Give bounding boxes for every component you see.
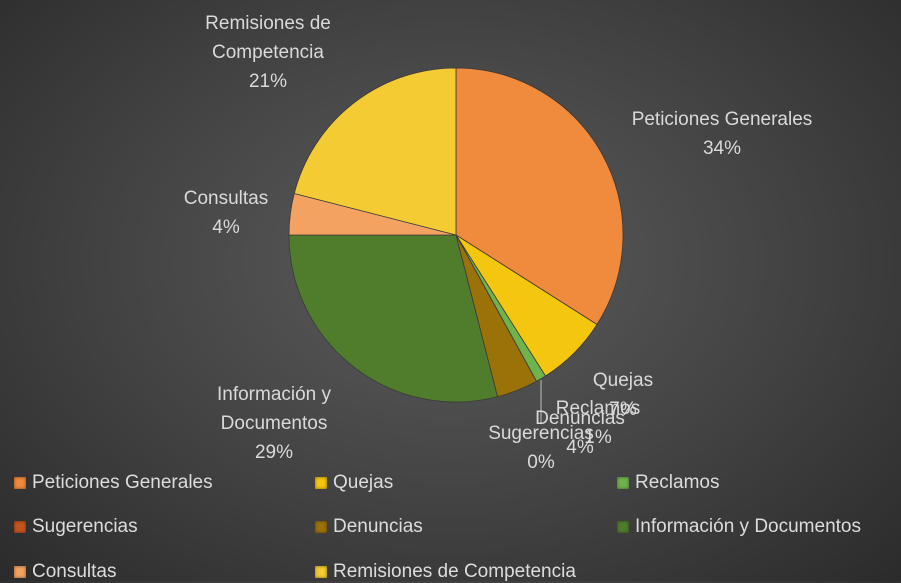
data-label: Sugerencias 0% — [476, 419, 606, 477]
label-value: 1% — [584, 427, 612, 448]
label-value: 29% — [254, 442, 294, 463]
label-value: 0% — [527, 452, 555, 473]
label-value: 7% — [609, 399, 637, 420]
legend-swatch — [617, 477, 629, 489]
legend-label: Denuncias — [333, 516, 423, 537]
legend-item: Remisiones de Competencia — [315, 561, 576, 583]
legend-item: Reclamos — [617, 472, 719, 494]
label-name: Remisiones de Competencia — [205, 13, 331, 63]
legend-swatch — [14, 566, 26, 578]
legend-label: Peticiones Generales — [32, 472, 213, 493]
label-value: 4% — [212, 217, 240, 238]
legend-item: Información y Documentos — [617, 516, 861, 538]
legend-item: Consultas — [14, 561, 117, 583]
label-name: Consultas — [183, 188, 269, 209]
data-label: Reclamos 1% — [543, 394, 653, 452]
pie-slice — [455, 67, 624, 326]
legend-label: Remisiones de Competencia — [333, 561, 576, 582]
data-label: Remisiones de Competencia 21% — [181, 9, 356, 96]
legend-item: Sugerencias — [14, 516, 138, 538]
legend-label: Consultas — [32, 561, 117, 582]
label-value: 4% — [566, 437, 594, 458]
legend-swatch — [14, 477, 26, 489]
legend-swatch — [617, 521, 629, 533]
label-name: Sugerencias — [488, 423, 594, 444]
data-label: Peticiones Generales 34% — [607, 105, 837, 163]
pie-slice — [293, 67, 457, 236]
legend-item: Peticiones Generales — [14, 472, 213, 494]
legend-swatch — [14, 521, 26, 533]
legend-label: Quejas — [333, 472, 394, 493]
label-name: Denuncias — [535, 408, 625, 429]
legend-item: Denuncias — [315, 516, 423, 538]
label-name: Reclamos — [555, 398, 641, 419]
data-label: Consultas 4% — [166, 184, 286, 242]
data-label: Denuncias 4% — [520, 404, 640, 462]
label-name: Información y Documentos — [216, 384, 332, 434]
legend-swatch — [315, 566, 327, 578]
label-name: Quejas — [592, 370, 654, 391]
legend-item: Quejas — [315, 472, 393, 494]
data-label: Quejas 7% — [578, 366, 668, 424]
label-value: 21% — [248, 71, 288, 92]
legend-label: Información y Documentos — [635, 516, 861, 537]
pie-slice — [288, 234, 499, 403]
legend-label: Reclamos — [635, 472, 720, 493]
data-label: Información y Documentos 29% — [187, 380, 362, 467]
legend-swatch — [315, 477, 327, 489]
label-name: Peticiones Generales — [631, 109, 813, 130]
legend-swatch — [315, 521, 327, 533]
label-value: 34% — [702, 138, 742, 159]
legend-label: Sugerencias — [32, 516, 138, 537]
